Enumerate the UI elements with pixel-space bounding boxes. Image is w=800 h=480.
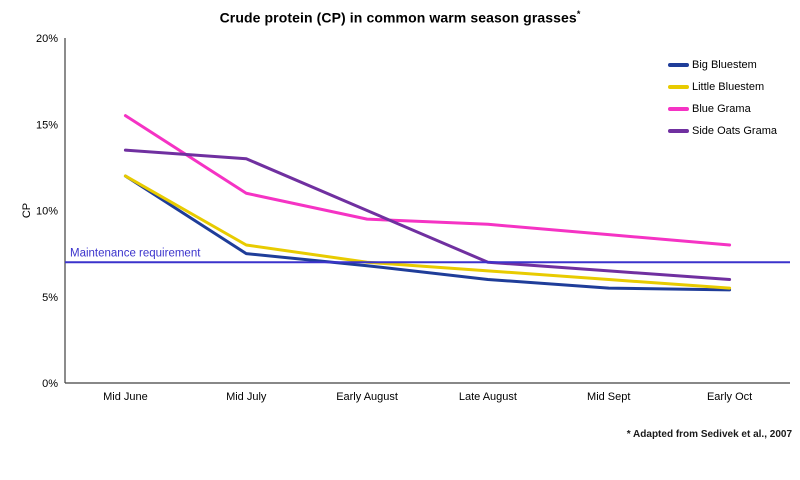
- x-tick-label-late-august: Late August: [459, 391, 517, 403]
- chart-title-text: Crude protein (CP) in common warm season…: [219, 9, 577, 26]
- legend-label-little-bluestem: Little Bluestem: [692, 81, 765, 93]
- x-tick-label-mid-june: Mid June: [103, 391, 148, 403]
- legend-swatch-blue-grama: [668, 107, 689, 111]
- y-tick-label-15-: 15%: [36, 119, 58, 131]
- legend-swatch-side-oats-grama: [668, 129, 689, 133]
- legend-item-little-bluestem: Little Bluestem: [668, 76, 777, 98]
- series-line-little-bluestem: [123, 174, 732, 290]
- chart-title-footnote-marker: *: [576, 9, 581, 19]
- y-tick-label-20-: 20%: [36, 33, 58, 45]
- y-axis-title: CP: [21, 203, 33, 218]
- y-tick-label-0-: 0%: [42, 378, 58, 390]
- legend-item-big-bluestem: Big Bluestem: [668, 54, 777, 76]
- x-tick-label-mid-july: Mid July: [226, 391, 267, 403]
- legend-item-side-oats-grama: Side Oats Grama: [668, 120, 777, 142]
- legend-label-side-oats-grama: Side Oats Grama: [692, 125, 777, 137]
- series-line-side-oats-grama: [123, 148, 732, 281]
- maintenance-requirement-label: Maintenance requirement: [70, 247, 201, 259]
- y-tick-label-10-: 10%: [36, 206, 58, 218]
- x-tick-label-early-oct: Early Oct: [707, 391, 752, 403]
- legend-label-blue-grama: Blue Grama: [692, 103, 751, 115]
- legend-swatch-big-bluestem: [668, 63, 689, 67]
- y-tick-label-5-: 5%: [42, 292, 58, 304]
- chart-legend: Big Bluestem Little Bluestem Blue Grama Sid…: [668, 54, 777, 142]
- legend-item-blue-grama: Blue Grama: [668, 98, 777, 120]
- legend-label-big-bluestem: Big Bluestem: [692, 59, 757, 71]
- chart-footnote: * Adapted from Sedivek et al., 2007: [626, 429, 792, 440]
- x-tick-label-mid-sept: Mid Sept: [587, 391, 630, 403]
- legend-swatch-little-bluestem: [668, 85, 689, 89]
- chart-title: Crude protein (CP) in common warm season…: [0, 9, 800, 26]
- series-line-big-bluestem: [123, 174, 732, 292]
- x-tick-label-early-august: Early August: [336, 391, 398, 403]
- series-line-blue-grama: [123, 114, 732, 247]
